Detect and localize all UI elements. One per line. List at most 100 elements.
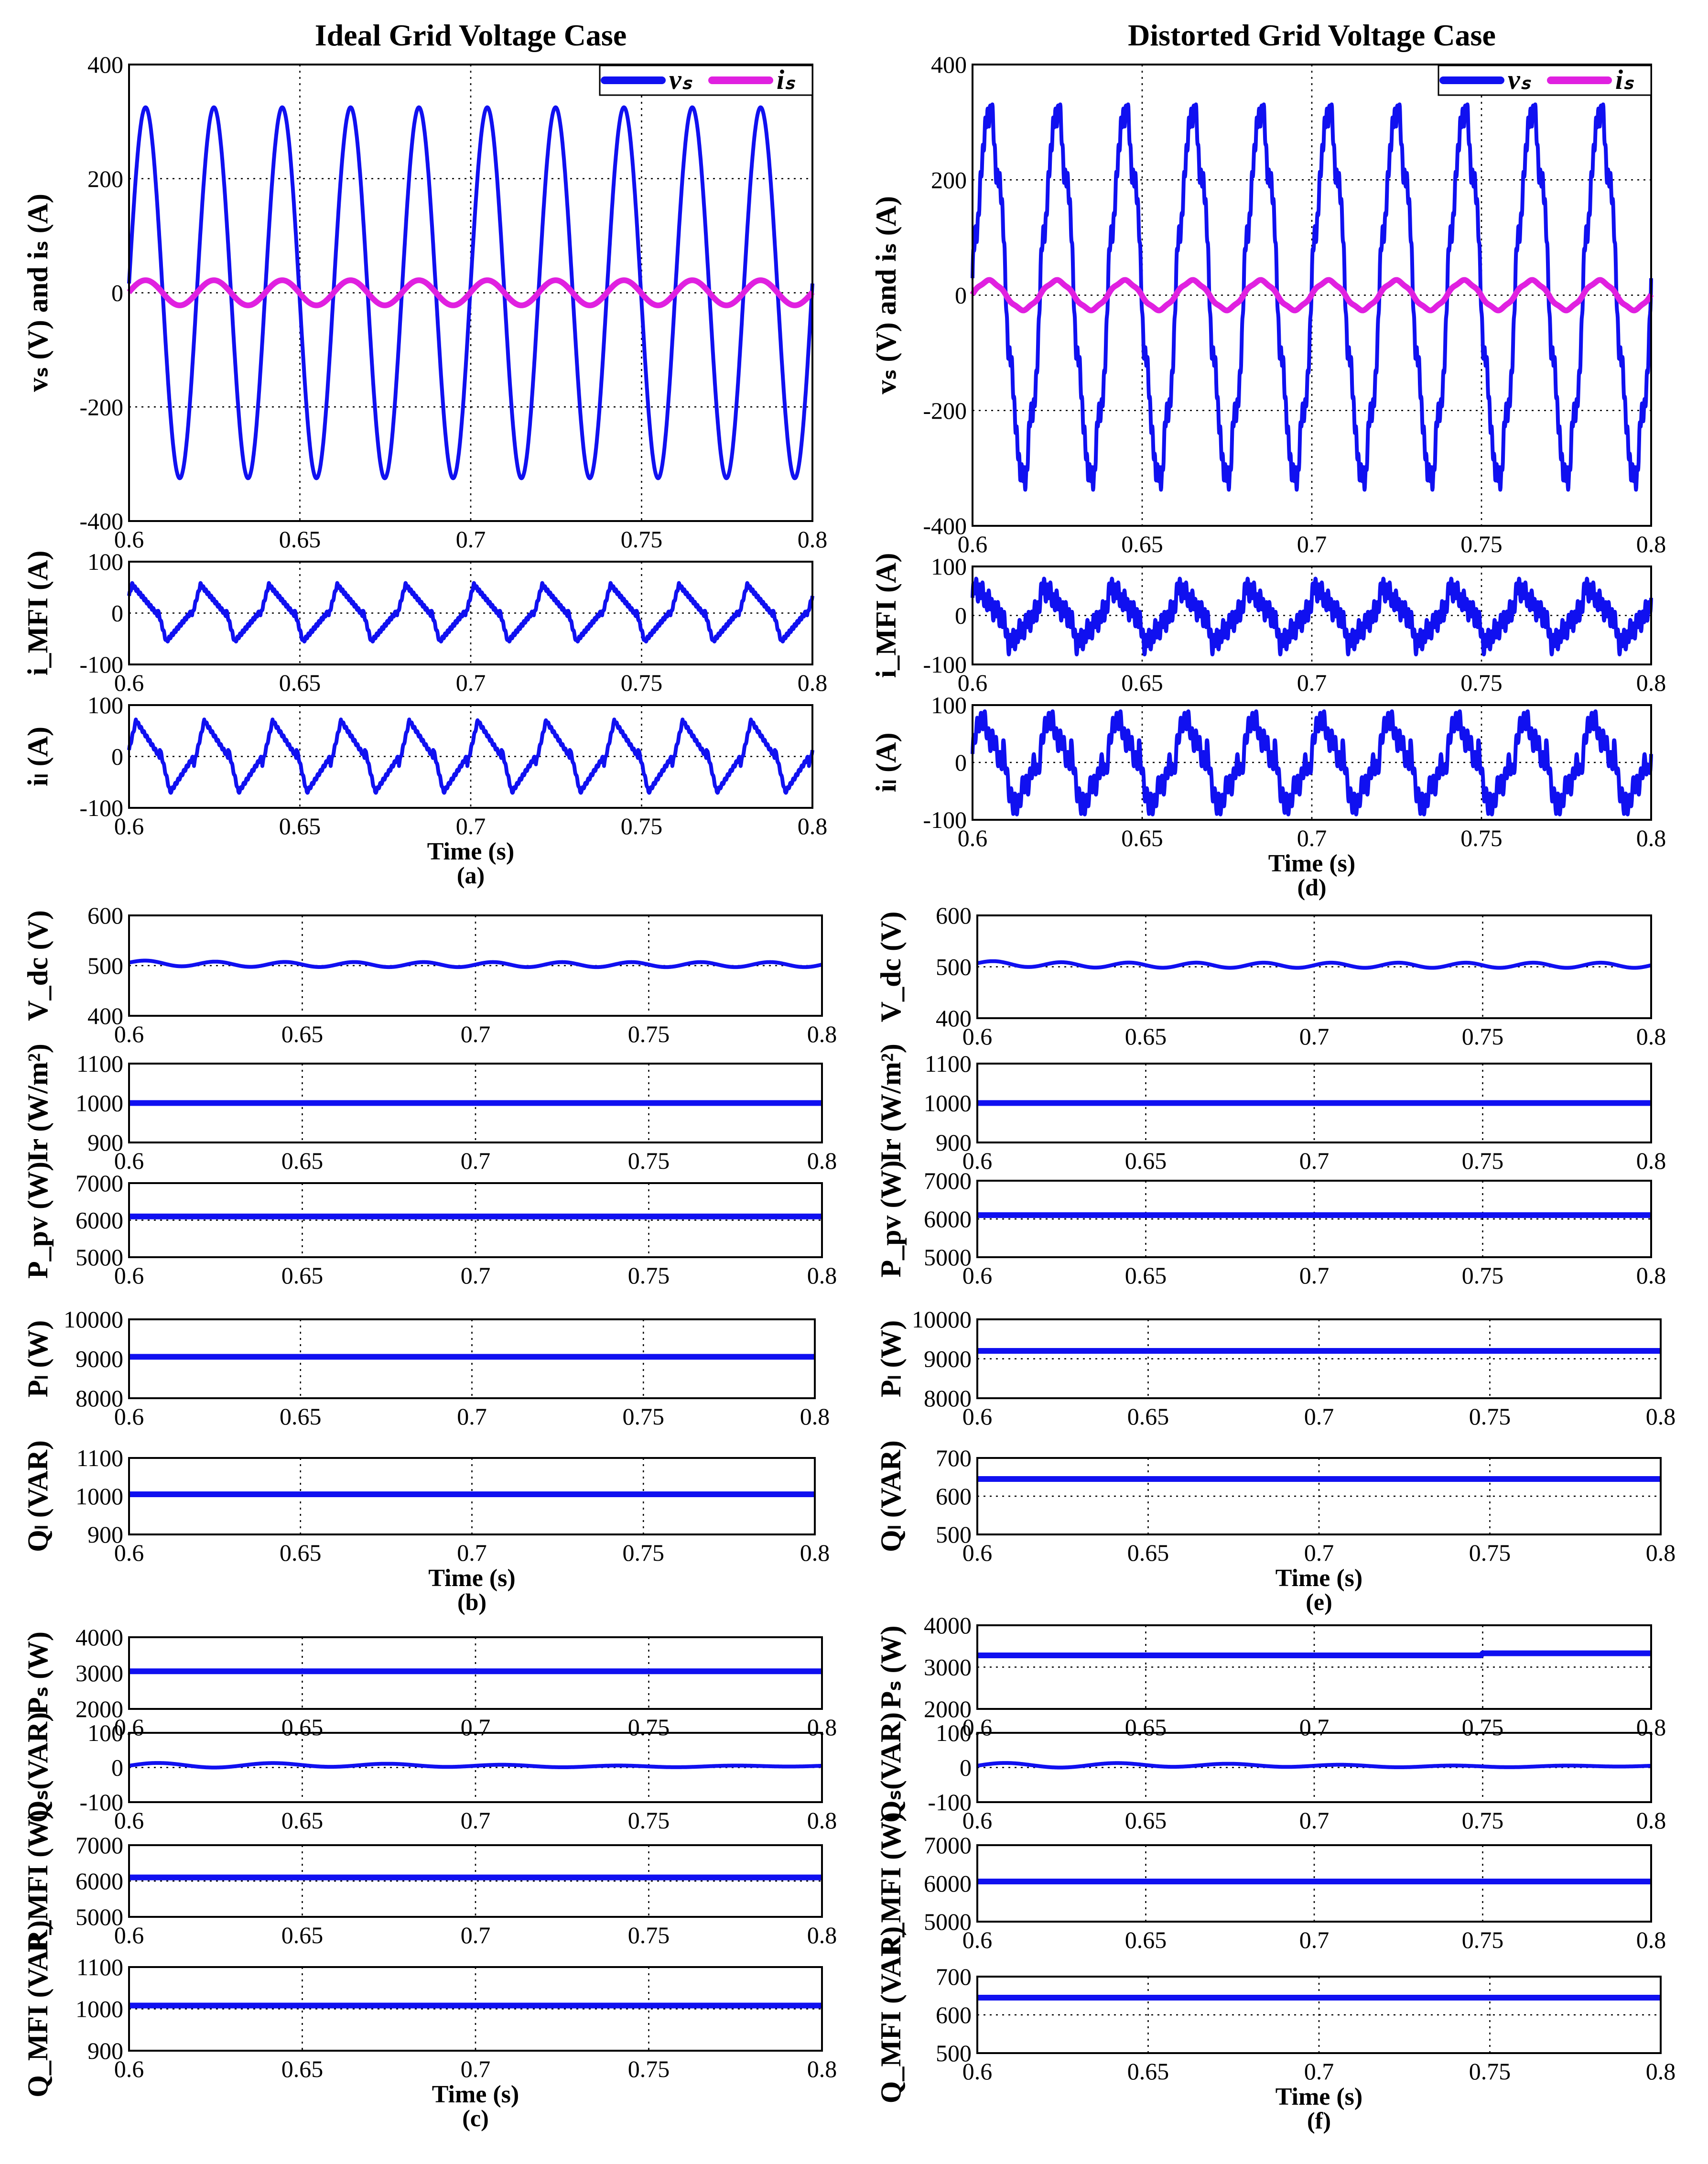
x-tick-label: 0.75 bbox=[1469, 2058, 1511, 2085]
y-tick-label: 0 bbox=[955, 282, 967, 309]
subfigure-caption: (c) bbox=[462, 2105, 489, 2131]
legend-entry-label: vₛ bbox=[1508, 64, 1531, 95]
subplot-b4: 0.6 0.65 0.7 0.75 0.8 10000 9000 8000 Pₗ (W) bbox=[22, 1306, 830, 1430]
y-axis-label: V_dc (V) bbox=[22, 910, 54, 1021]
x-tick-label: 0.8 bbox=[807, 1021, 837, 1047]
y-tick-label: 700 bbox=[936, 1445, 972, 1471]
x-tick-label: 0.6 bbox=[114, 813, 144, 839]
x-tick-label: 0.65 bbox=[1125, 1714, 1167, 1740]
x-axis-label: Time (s) bbox=[427, 838, 514, 865]
x-tick-label: 0.7 bbox=[1304, 1539, 1334, 1566]
x-tick-label: 0.8 bbox=[807, 1147, 837, 1174]
x-tick-label: 0.75 bbox=[1460, 669, 1503, 696]
y-tick-label: 6000 bbox=[76, 1868, 123, 1894]
x-tick-label: 0.8 bbox=[1636, 531, 1666, 557]
x-tick-label: 0.7 bbox=[456, 813, 486, 839]
x-tick-label: 0.8 bbox=[1646, 1539, 1676, 1566]
y-tick-label: 400 bbox=[87, 51, 123, 78]
plot-frame bbox=[128, 1457, 816, 1535]
x-tick-label: 0.65 bbox=[281, 1021, 324, 1047]
x-tick-label: 0.8 bbox=[800, 1539, 830, 1566]
x-tick-label: 0.75 bbox=[628, 1922, 670, 1948]
x-tick-label: 0.8 bbox=[1636, 1807, 1666, 1834]
x-tick-label: 0.65 bbox=[1127, 2058, 1169, 2085]
y-axis-label: vₛ (V) and iₛ (A) bbox=[22, 194, 54, 392]
y-tick-label: 0 bbox=[960, 1754, 972, 1781]
y-tick-label: 100 bbox=[87, 548, 123, 575]
subplot-a1: 0.6 0.65 0.7 0.75 0.8 400 200 0 -200 -400 vₛ (V) a… bbox=[22, 18, 827, 553]
y-axis-label: i_MFI (A) bbox=[870, 553, 902, 678]
x-axis-label: Time (s) bbox=[1276, 2083, 1362, 2110]
x-tick-label: 0.65 bbox=[280, 1403, 322, 1430]
subplot-d2: 0.6 0.65 0.7 0.75 0.8 100 0 -100 i_MFI (A) bbox=[870, 553, 1666, 696]
plot-frame bbox=[128, 64, 813, 522]
x-tick-label: 0.75 bbox=[1460, 825, 1503, 851]
x-tick-label: 0.6 bbox=[114, 1922, 144, 1948]
x-tick-label: 0.65 bbox=[281, 2055, 324, 2082]
legend-entry-label: iₛ bbox=[1615, 64, 1634, 95]
series-primary-trace bbox=[971, 709, 1653, 816]
x-tick-label: 0.7 bbox=[461, 1922, 491, 1948]
plot-frame bbox=[128, 1318, 816, 1399]
subfigure-caption: (d) bbox=[1297, 874, 1326, 901]
series-primary-trace bbox=[127, 958, 824, 969]
subfigure-caption: (e) bbox=[1306, 1588, 1332, 1615]
plot-frame bbox=[128, 561, 813, 665]
x-tick-label: 0.8 bbox=[1636, 669, 1666, 696]
x-tick-label: 0.65 bbox=[281, 1714, 324, 1740]
x-tick-label: 0.65 bbox=[279, 813, 321, 839]
x-tick-label: 0.75 bbox=[1462, 1023, 1504, 1050]
y-tick-label: 10000 bbox=[912, 1306, 972, 1333]
y-tick-label: 600 bbox=[936, 2001, 972, 2028]
x-axis-label: Time (s) bbox=[432, 2081, 519, 2108]
y-tick-label: 4000 bbox=[924, 1612, 972, 1639]
legend-entry-label: vₛ bbox=[669, 64, 692, 95]
y-tick-label: 8000 bbox=[924, 1385, 972, 1412]
x-tick-label: 0.75 bbox=[628, 1714, 670, 1740]
x-tick-label: 0.75 bbox=[623, 1403, 665, 1430]
series-primary-trace bbox=[127, 581, 814, 644]
y-tick-label: 7000 bbox=[76, 1832, 123, 1859]
series-primary-trace bbox=[975, 959, 1653, 970]
x-tick-label: 0.6 bbox=[958, 825, 988, 851]
y-tick-label: 5000 bbox=[76, 1903, 123, 1930]
y-tick-label: 100 bbox=[936, 1719, 972, 1746]
x-tick-label: 0.8 bbox=[798, 813, 828, 839]
x-tick-label: 0.8 bbox=[1646, 2058, 1676, 2085]
x-tick-label: 0.6 bbox=[958, 669, 988, 696]
y-tick-label: 7000 bbox=[76, 1170, 123, 1196]
subplot-c4: 0.6 0.65 0.7 0.75 0.8 1100 1000 900 Q_MFI (VAR) T… bbox=[22, 1920, 837, 2131]
x-tick-label: 0.6 bbox=[962, 1807, 993, 1834]
x-tick-label: 0.8 bbox=[1646, 1403, 1676, 1430]
y-tick-label: 900 bbox=[936, 1129, 972, 1156]
y-axis-label: vₛ (V) and iₛ (A) bbox=[870, 196, 902, 394]
y-tick-label: 500 bbox=[936, 1521, 972, 1548]
x-tick-label: 0.75 bbox=[1462, 1926, 1504, 1953]
x-tick-label: 0.65 bbox=[1121, 825, 1163, 851]
subplot-c3: 0.6 0.65 0.7 0.75 0.8 7000 6000 5000 P_MFI (W) bbox=[22, 1810, 837, 1952]
y-tick-label: 400 bbox=[87, 1002, 123, 1029]
x-tick-label: 0.6 bbox=[114, 2055, 144, 2082]
x-tick-label: 0.8 bbox=[807, 1922, 837, 1948]
x-tick-label: 0.8 bbox=[807, 1262, 837, 1289]
x-tick-label: 0.7 bbox=[461, 2055, 491, 2082]
y-tick-label: 10000 bbox=[64, 1306, 123, 1333]
y-axis-label: Ir (W/m²) bbox=[875, 1044, 907, 1163]
y-tick-label: 400 bbox=[936, 1005, 972, 1032]
plot-frame bbox=[128, 1966, 823, 2052]
x-tick-label: 0.6 bbox=[962, 1926, 993, 1953]
x-tick-label: 0.8 bbox=[798, 669, 828, 696]
series-primary-trace bbox=[975, 1761, 1653, 1770]
y-tick-label: 100 bbox=[87, 692, 123, 718]
y-tick-label: 700 bbox=[936, 1963, 972, 1990]
x-tick-label: 0.7 bbox=[1299, 1926, 1330, 1953]
y-tick-label: 2000 bbox=[76, 1696, 123, 1722]
x-tick-label: 0.75 bbox=[1469, 1539, 1511, 1566]
plot-frame bbox=[128, 704, 813, 809]
plot-frame bbox=[972, 704, 1652, 821]
x-tick-label: 0.6 bbox=[962, 1147, 993, 1174]
subfigure-caption: (b) bbox=[457, 1588, 486, 1615]
plot-frame bbox=[128, 1636, 823, 1710]
y-tick-label: -200 bbox=[923, 397, 967, 424]
